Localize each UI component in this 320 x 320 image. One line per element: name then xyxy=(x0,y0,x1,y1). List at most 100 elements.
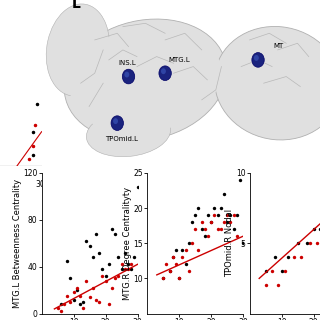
Point xyxy=(183,262,188,267)
Point xyxy=(215,212,220,218)
Point xyxy=(215,227,220,232)
Point xyxy=(132,255,137,260)
Point xyxy=(90,255,95,260)
Point xyxy=(100,267,105,272)
Point xyxy=(167,269,172,274)
Text: TPOmid.L: TPOmid.L xyxy=(105,136,138,142)
Point xyxy=(218,205,223,211)
Point xyxy=(77,293,83,299)
Circle shape xyxy=(254,55,259,61)
Point xyxy=(116,274,121,279)
Point xyxy=(317,227,320,232)
Point xyxy=(129,262,134,267)
Circle shape xyxy=(113,118,118,124)
Point xyxy=(231,212,236,218)
Point xyxy=(77,302,83,307)
Point xyxy=(212,205,217,211)
Point xyxy=(221,191,227,196)
Point xyxy=(90,285,95,290)
Point xyxy=(97,250,102,255)
Point xyxy=(65,293,70,299)
Ellipse shape xyxy=(220,33,320,133)
Point xyxy=(113,276,118,281)
Point xyxy=(93,231,99,236)
Point xyxy=(161,276,166,281)
Point xyxy=(196,205,201,211)
Text: 30: 30 xyxy=(35,180,45,189)
Point xyxy=(125,262,131,267)
Point xyxy=(71,297,76,302)
Point xyxy=(93,297,99,302)
Text: MT: MT xyxy=(274,43,284,49)
Point xyxy=(74,285,79,290)
Point xyxy=(103,278,108,283)
Point xyxy=(308,241,313,246)
Point xyxy=(161,276,166,281)
Y-axis label: MTG.L Betweenness Centrality: MTG.L Betweenness Centrality xyxy=(13,179,22,308)
Point xyxy=(71,290,76,295)
Point xyxy=(295,241,300,246)
Point xyxy=(170,255,175,260)
Point xyxy=(269,269,275,274)
Point xyxy=(129,267,134,272)
Point xyxy=(202,234,207,239)
Point xyxy=(199,227,204,232)
Point xyxy=(122,267,127,272)
Point xyxy=(186,269,191,274)
Point xyxy=(209,220,214,225)
Point xyxy=(109,285,115,290)
Point xyxy=(202,227,207,232)
Point xyxy=(228,220,233,225)
Point xyxy=(231,227,236,232)
Point xyxy=(58,302,63,307)
Point xyxy=(61,302,67,307)
Ellipse shape xyxy=(86,109,171,157)
Point xyxy=(273,255,278,260)
Point xyxy=(193,212,198,218)
Circle shape xyxy=(111,116,124,131)
Point xyxy=(282,269,287,274)
Point xyxy=(84,238,89,244)
Point xyxy=(103,274,108,279)
Point xyxy=(164,262,169,267)
Point xyxy=(225,220,230,225)
Point xyxy=(234,212,239,218)
Point xyxy=(119,267,124,272)
Circle shape xyxy=(161,68,166,74)
Point xyxy=(196,248,201,253)
Ellipse shape xyxy=(64,19,227,141)
Point xyxy=(58,309,63,314)
Point xyxy=(205,212,211,218)
Text: L: L xyxy=(72,0,81,11)
Point xyxy=(285,255,291,260)
Point xyxy=(314,241,319,246)
Y-axis label: MTG.R Degree Centralityty: MTG.R Degree Centralityty xyxy=(123,187,132,300)
Point xyxy=(65,258,70,263)
Point xyxy=(68,299,73,304)
Point xyxy=(122,250,127,255)
Point xyxy=(189,241,195,246)
Point xyxy=(263,269,268,274)
Point xyxy=(55,305,60,310)
Point xyxy=(305,241,310,246)
Text: MTG.L: MTG.L xyxy=(168,57,190,63)
Point xyxy=(135,184,140,189)
Point xyxy=(100,274,105,279)
Point xyxy=(186,241,191,246)
Point xyxy=(173,262,179,267)
Point xyxy=(170,255,175,260)
Point xyxy=(279,269,284,274)
Point xyxy=(263,283,268,288)
Point xyxy=(225,212,230,218)
Point xyxy=(292,255,297,260)
Point xyxy=(177,276,182,281)
Point xyxy=(298,255,303,260)
Point xyxy=(218,227,223,232)
Point xyxy=(205,234,211,239)
Point xyxy=(125,267,131,272)
Point xyxy=(193,227,198,232)
Point xyxy=(241,241,246,246)
Point xyxy=(311,227,316,232)
Circle shape xyxy=(124,72,129,77)
Point xyxy=(228,212,233,218)
